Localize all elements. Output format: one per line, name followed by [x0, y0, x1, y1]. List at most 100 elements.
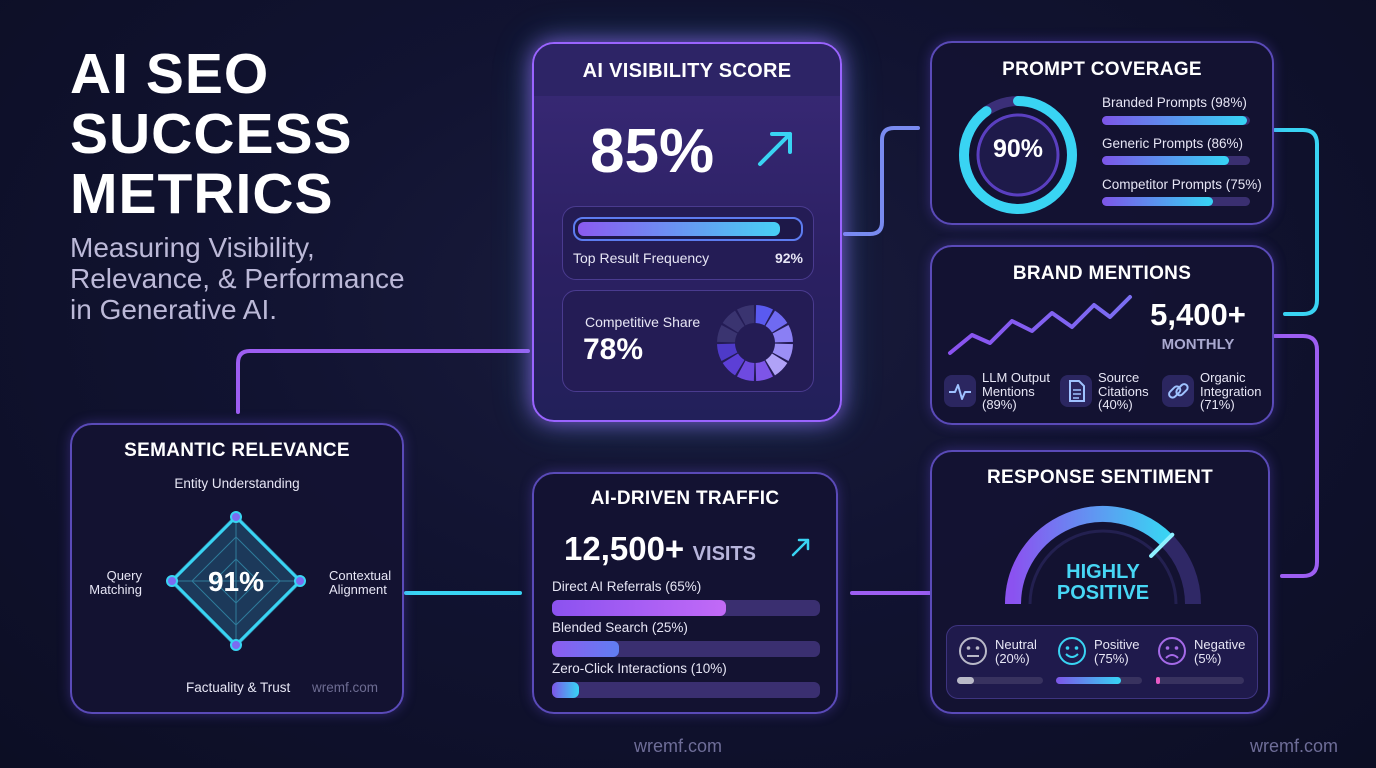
- traffic-card: AI-DRIVEN TRAFFIC 12,500+ VISITS Direct …: [532, 472, 838, 714]
- mentions-item-line: (71%): [1200, 397, 1235, 413]
- semantic-radar: [166, 511, 306, 651]
- donut-segment: [772, 343, 793, 362]
- sentiment-gauge-needle: [1149, 532, 1175, 558]
- semantic-watermark: wremf.com: [312, 680, 379, 695]
- mentions-item-line: Organic: [1200, 370, 1246, 385]
- traffic-item-track: [552, 641, 820, 657]
- sentiment-title: RESPONSE SENTIMENT: [986, 467, 1214, 488]
- traffic-visits-unit: VISITS: [692, 543, 757, 565]
- brand-mentions-card: BRAND MENTIONS 5,400+ MONTHLY LLM Output…: [930, 245, 1274, 425]
- hero-subtitle-line: Measuring Visibility,: [70, 232, 315, 263]
- donut-segment: [765, 353, 788, 376]
- traffic-visits: 12,500+ VISITS: [564, 530, 756, 568]
- donut-segment: [772, 324, 793, 343]
- donut-segment: [755, 360, 774, 381]
- arrow-visibility-to-semantic: [236, 349, 530, 414]
- sentiment-item-fill: [957, 677, 975, 684]
- sentiment-item-fill: [1156, 677, 1161, 684]
- document-icon: [1060, 375, 1092, 407]
- arrow-mentions-to-sentiment: [1273, 334, 1319, 449]
- traffic-item-fill: [552, 600, 727, 616]
- sentiment-item-line: (20%): [995, 650, 1030, 666]
- coverage-item-track: [1102, 197, 1250, 206]
- coverage-item-label: Competitor Prompts (75%): [1102, 177, 1262, 192]
- sentiment-card: RESPONSE SENTIMENT HIGHLY POSITIVE Neutr…: [930, 450, 1270, 714]
- semantic-left-line: Matching: [89, 581, 142, 597]
- hero-subtitle-line: in Generative AI.: [70, 294, 278, 325]
- sentiment-item-track: [957, 677, 1043, 684]
- top-result-label: Top Result Frequency: [573, 250, 710, 266]
- top-result-value: 92%: [774, 250, 803, 266]
- semantic-right-line: Alignment: [329, 581, 387, 597]
- coverage-item-fill: [1102, 156, 1230, 165]
- semantic-right-line: Contextual: [329, 568, 392, 583]
- mentions-item-label: Organic Integration (71%): [1200, 371, 1261, 412]
- mentions-trend-chart: [948, 295, 1132, 355]
- sentiment-item-label: Positive (75%): [1094, 638, 1140, 665]
- link-icon: [1162, 375, 1194, 407]
- donut-segment: [765, 310, 788, 333]
- arrow-side-purple: [1280, 445, 1319, 578]
- hero-title: AI SEO SUCCESS METRICS: [70, 44, 353, 224]
- mentions-item-line: Integration: [1200, 383, 1262, 399]
- sentiment-item-track: [1056, 677, 1142, 684]
- sentiment-verdict: HIGHLY POSITIVE: [998, 562, 1208, 604]
- semantic-card: SEMANTIC RELEVANCE Entity Understanding …: [70, 423, 404, 714]
- donut-segment: [736, 360, 755, 381]
- sentiment-item-line: Positive: [1094, 637, 1140, 652]
- semantic-left-line: Query: [106, 568, 142, 583]
- hero-title-line: SUCCESS: [70, 102, 353, 166]
- mentions-count: 5,400+: [1150, 297, 1246, 332]
- visibility-title: AI VISIBILITY SCORE: [582, 60, 792, 82]
- donut-segment: [755, 305, 774, 326]
- coverage-ring-arc: [959, 96, 1077, 214]
- top-result-panel: Top Result Frequency 92%: [562, 206, 814, 280]
- hero-subtitle: Measuring Visibility, Relevance, & Perfo…: [70, 232, 405, 325]
- coverage-item-label: Generic Prompts (86%): [1102, 136, 1244, 151]
- sentiment-item-line: (5%): [1194, 650, 1222, 666]
- hero-subtitle-line: Relevance, & Performance: [70, 263, 405, 294]
- coverage-ring: [959, 96, 1077, 214]
- traffic-title: AI-DRIVEN TRAFFIC: [590, 488, 780, 509]
- sentiment-item-track: [1156, 677, 1244, 684]
- semantic-right-label: Contextual Alignment: [329, 569, 391, 596]
- neutral-face-icon: [959, 637, 987, 665]
- semantic-title: SEMANTIC RELEVANCE: [124, 440, 350, 461]
- pulse-icon: [944, 375, 976, 407]
- coverage-overall: 90%: [992, 135, 1044, 163]
- top-result-track: [573, 217, 803, 241]
- traffic-item-track: [552, 682, 820, 698]
- mentions-period: MONTHLY: [1161, 336, 1235, 353]
- sentiment-breakdown-panel: [946, 625, 1258, 699]
- mentions-item-line: LLM Output: [982, 370, 1050, 385]
- semantic-left-label: Query Matching: [84, 569, 142, 596]
- traffic-item-label: Blended Search (25%): [552, 620, 688, 635]
- mentions-item-line: Citations: [1098, 383, 1149, 399]
- donut-segment: [717, 343, 738, 362]
- sentiment-item-line: Neutral: [995, 637, 1037, 652]
- sentiment-gauge-fill: [1005, 506, 1173, 605]
- traffic-item-fill: [552, 641, 619, 657]
- mentions-item-line: Source: [1098, 370, 1140, 385]
- top-result-fill: [578, 222, 780, 236]
- mentions-item-label: Source Citations (40%): [1098, 371, 1149, 412]
- sad-face-icon: [1158, 637, 1186, 665]
- semantic-bottom-label: Factuality & Trust: [186, 680, 291, 695]
- visibility-card: AI VISIBILITY SCORE 85% Top Result Frequ…: [532, 42, 842, 422]
- hero-title-line: METRICS: [70, 162, 334, 226]
- sentiment-verdict-line: HIGHLY: [1066, 561, 1140, 583]
- sentiment-item-label: Neutral (20%): [995, 638, 1037, 665]
- donut-segment: [722, 353, 745, 376]
- traffic-item-label: Direct AI Referrals (65%): [552, 579, 702, 594]
- footer-watermark-right: wremf.com: [1250, 736, 1339, 756]
- semantic-score: 91%: [207, 566, 265, 597]
- mentions-item-label: LLM Output Mentions (89%): [982, 371, 1050, 412]
- sentiment-item-fill: [1056, 677, 1121, 684]
- competitive-share-value: 78%: [583, 333, 644, 366]
- sentiment-item-line: (75%): [1094, 650, 1129, 666]
- trend-up-arrow-icon: [758, 132, 792, 166]
- mentions-item-line: (89%): [982, 397, 1017, 413]
- traffic-visits-count: 12,500+: [564, 530, 685, 567]
- arrow-coverage-to-mentions: [1273, 128, 1319, 238]
- coverage-item-label: Branded Prompts (98%): [1102, 95, 1247, 110]
